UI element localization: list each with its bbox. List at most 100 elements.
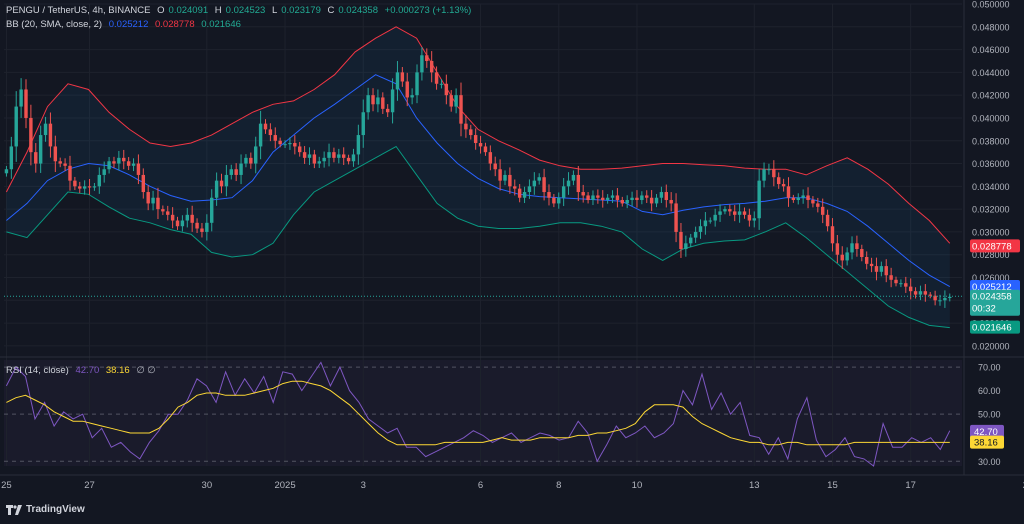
symbol-title[interactable]: PENGU / TetherUS, 4h, BINANCE [6,5,151,16]
candle-body[interactable] [131,163,136,166]
candle-body[interactable] [723,209,727,212]
candle-body[interactable] [312,154,317,164]
candle-body[interactable] [713,214,717,221]
candle-body[interactable] [698,226,703,232]
candle-body[interactable] [288,143,292,145]
candle-body[interactable] [234,169,238,175]
candle-body[interactable] [864,256,869,264]
candle-body[interactable] [410,95,414,98]
candle-body[interactable] [933,295,937,301]
candle-body[interactable] [63,163,67,166]
candle-body[interactable] [73,180,77,187]
candle-body[interactable] [923,291,928,295]
candle-body[interactable] [645,195,649,198]
candle-body[interactable] [576,174,581,193]
candle-body[interactable] [879,266,884,272]
candle-body[interactable] [415,72,419,96]
candle-body[interactable] [464,123,468,130]
candle-body[interactable] [674,203,678,232]
candle-body[interactable] [322,157,326,162]
candle-body[interactable] [4,169,9,174]
candle-body[interactable] [244,157,248,164]
candle-body[interactable] [302,152,307,158]
candle-body[interactable] [332,152,336,158]
candle-body[interactable] [297,146,302,153]
candle-body[interactable] [439,83,444,85]
candle-body[interactable] [337,154,341,158]
candle-body[interactable] [263,123,268,130]
candle-body[interactable] [24,89,28,118]
candle-body[interactable] [346,157,351,162]
candle-body[interactable] [884,266,888,276]
candle-body[interactable] [786,186,791,198]
candle-body[interactable] [908,286,913,292]
candle-body[interactable] [503,174,507,181]
candle-body[interactable] [649,197,654,204]
candle-body[interactable] [635,197,639,201]
candle-body[interactable] [659,192,664,198]
candle-body[interactable] [718,211,722,215]
candle-body[interactable] [205,222,209,232]
candle-body[interactable] [552,197,556,204]
candle-body[interactable] [161,209,165,212]
candle-body[interactable] [126,161,131,166]
candle-body[interactable] [517,188,522,198]
candle-body[interactable] [542,177,546,193]
candle-body[interactable] [498,169,502,181]
candle-body[interactable] [571,174,576,181]
candle-body[interactable] [146,192,150,204]
candle-body[interactable] [185,214,190,221]
candle-body[interactable] [249,157,253,164]
candle-body[interactable] [874,266,879,272]
candle-body[interactable] [14,106,18,147]
candle-body[interactable] [200,228,204,232]
candle-body[interactable] [532,180,537,187]
candle-body[interactable] [508,174,512,187]
candle-body[interactable] [361,112,365,136]
candle-body[interactable] [708,220,712,222]
candle-body[interactable] [78,186,82,189]
candle-body[interactable] [405,81,409,98]
bb-upper-line[interactable] [5,26,951,244]
candle-body[interactable] [229,169,233,175]
candle-body[interactable] [273,135,277,141]
candle-body[interactable] [869,263,874,267]
candle-body[interactable] [737,211,742,215]
bb-lower-line[interactable] [6,145,950,329]
candle-body[interactable] [899,283,903,285]
candle-body[interactable] [801,195,805,198]
candle-body[interactable] [19,89,23,107]
candle-body[interactable] [513,186,517,189]
candle-body[interactable] [586,195,590,201]
candle-body[interactable] [175,220,180,227]
candle-body[interactable] [341,154,346,158]
candle-body[interactable] [459,95,463,124]
bb-basis-line[interactable] [6,74,951,288]
candle-body[interactable] [835,243,840,255]
candle-body[interactable] [791,197,796,201]
bb-legend[interactable]: BB (20, SMA, close, 2) 0.025212 0.028778… [6,19,245,31]
candle-body[interactable] [943,298,947,301]
candle-body[interactable] [420,55,424,73]
candle-body[interactable] [596,195,600,198]
candle-body[interactable] [317,161,321,164]
candle-body[interactable] [166,211,170,215]
candle-body[interactable] [640,195,644,201]
candle-body[interactable] [210,197,214,223]
candle-body[interactable] [845,252,849,261]
candle-body[interactable] [689,237,693,244]
candle-body[interactable] [434,72,439,84]
candle-body[interactable] [781,184,786,187]
candle-body[interactable] [87,186,92,188]
candle-body[interactable] [557,197,561,204]
candle-body[interactable] [625,200,629,204]
candle-body[interactable] [825,214,830,227]
candle-body[interactable] [53,146,58,162]
candle-body[interactable] [122,157,126,162]
candle-body[interactable] [224,174,229,187]
candle-body[interactable] [928,294,932,296]
rsi-line[interactable] [5,361,951,467]
candle-body[interactable] [43,123,48,136]
candle-body[interactable] [918,291,923,295]
candle-body[interactable] [151,197,155,204]
